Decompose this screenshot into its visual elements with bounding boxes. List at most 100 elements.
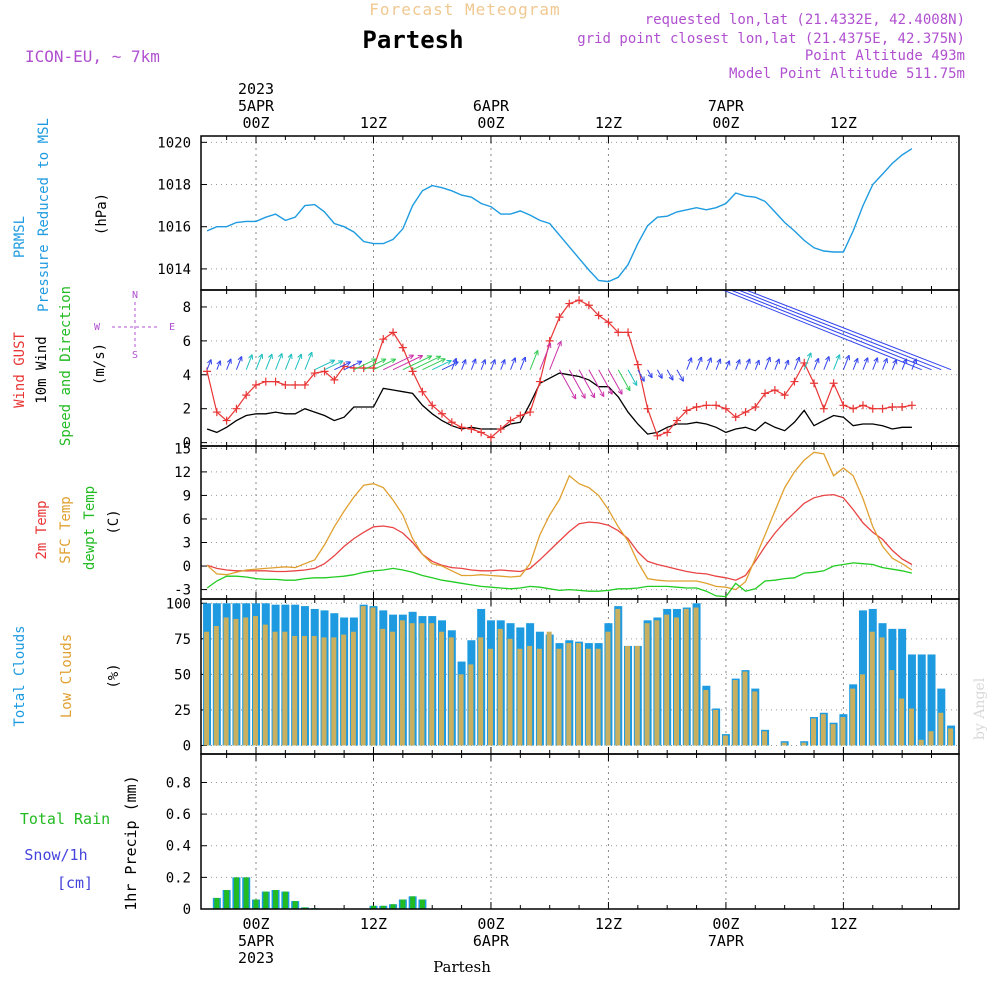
wind-arrow [676, 369, 684, 382]
gust-marker [761, 389, 770, 398]
temp-2m-label: 2m Temp [34, 500, 50, 559]
bottom-axis-label: 00Z [242, 915, 269, 933]
gust-marker [790, 377, 799, 386]
low-cloud-bar [223, 617, 229, 746]
y-tick-label: 50 [174, 667, 191, 683]
wind-arrow [334, 361, 351, 371]
wind-arrow [461, 359, 467, 370]
y-tick-label: 1020 [157, 135, 191, 151]
gust-marker [281, 380, 290, 389]
gust-marker [614, 328, 623, 337]
gust-marker [741, 408, 750, 417]
wind-arrowhead [725, 360, 731, 366]
ten-m-wind-label: 10m Wind [34, 336, 50, 403]
wind-arrow [539, 342, 551, 370]
low-cloud-bar [879, 637, 885, 746]
wind-arrowhead [521, 356, 527, 363]
rain-bar [419, 899, 425, 909]
clouds-panel: 0 25 50 75 100 [166, 596, 960, 755]
wind-arrowhead [580, 393, 586, 399]
low-cloud-bar [742, 671, 748, 746]
gust-marker [780, 391, 789, 400]
wind-arrow [911, 358, 917, 370]
wind-arrowhead [216, 360, 222, 366]
top-axis-label: 00Z [712, 114, 739, 132]
wind-arrowhead [873, 357, 879, 363]
wind-arrowhead [426, 355, 433, 361]
wind-arrowhead [546, 342, 552, 349]
low-cloud-bar [683, 608, 689, 746]
temperature-labels: 2m Temp SFC Temp dewpt Temp (C) [34, 486, 122, 570]
wind-arrow [578, 369, 596, 399]
wind-arrowhead [533, 349, 539, 356]
rain-bar [243, 877, 249, 909]
footer-label: Partesh [433, 958, 491, 976]
rain-bar [292, 901, 298, 909]
wind-arrowhead [338, 360, 344, 366]
gust-marker [868, 404, 877, 413]
wind-arrowhead [766, 356, 771, 363]
y-tick-label: 0.8 [166, 775, 191, 791]
wind-arrow [891, 359, 897, 370]
wind-arrowhead [471, 358, 477, 364]
wind-arrowhead [207, 359, 212, 365]
gust-marker [428, 401, 437, 410]
low-cloud-bar [938, 712, 944, 746]
wind-arrow [823, 356, 830, 370]
y-tick-label: 15 [174, 441, 191, 457]
wind-arrowhead [481, 359, 487, 365]
y-tick-label: 0.4 [166, 839, 191, 855]
low-cloud-bar [908, 708, 914, 746]
top-axis-label: 7APR [708, 97, 745, 115]
low-cloud-bar [840, 717, 846, 746]
speed-direction-label: Speed and Direction [58, 286, 74, 446]
wind-arrowhead [607, 389, 613, 395]
sfc-temp-line [206, 451, 913, 591]
wind-arrow [255, 353, 263, 370]
wind-arrow [735, 359, 741, 370]
wind-arrow [737, 290, 942, 371]
wind-arrow [206, 359, 212, 370]
total-cloud-bar [927, 654, 936, 746]
wind-arrowhead [237, 356, 243, 362]
gust-marker [242, 391, 251, 400]
wind-arrow [852, 358, 859, 370]
low-cloud-bar [732, 680, 738, 746]
gust-marker [555, 313, 564, 322]
rain-bar [214, 897, 220, 909]
gust-marker [252, 380, 260, 389]
model-label: ICON-EU, ~ 7km [25, 47, 160, 66]
pressure-unit: (hPa) [94, 193, 110, 235]
low-cloud-bar [693, 607, 699, 746]
wind-arrow [647, 369, 653, 379]
gust-marker [594, 311, 603, 320]
gust-marker [653, 431, 662, 440]
wind-arrowhead [845, 354, 851, 361]
wind-arrowhead [647, 372, 653, 379]
wind-arrow [559, 369, 577, 400]
wind-arrow [294, 353, 302, 370]
low-cloud-bar [634, 645, 640, 746]
gust-marker [839, 401, 848, 410]
low-cloud-bar [830, 724, 836, 746]
wind-arrow [745, 358, 751, 370]
plot-area [203, 603, 956, 746]
precip-panel: 0 0.2 0.4 0.6 0.8 [166, 753, 960, 918]
low-cloud-bar [536, 648, 542, 746]
wind-arrow [422, 358, 446, 371]
gust-marker [770, 386, 779, 395]
bottom-axis-label: 12Z [595, 915, 622, 933]
compass-e: E [169, 322, 175, 333]
model-altitude: Model Point Altitude 511.75m [729, 66, 965, 82]
low-cloud-bar [458, 674, 464, 746]
compass-s: S [132, 350, 138, 361]
prmsl-label: PRMSL [12, 216, 28, 258]
gust-marker [907, 401, 916, 410]
gust-marker [271, 377, 280, 386]
bottom-axis-label: 2023 [238, 949, 274, 967]
wind-arrow [284, 353, 293, 370]
low-cloud-bar [439, 631, 445, 746]
wind-arrowhead [599, 391, 605, 398]
wind-arrow [480, 359, 486, 370]
